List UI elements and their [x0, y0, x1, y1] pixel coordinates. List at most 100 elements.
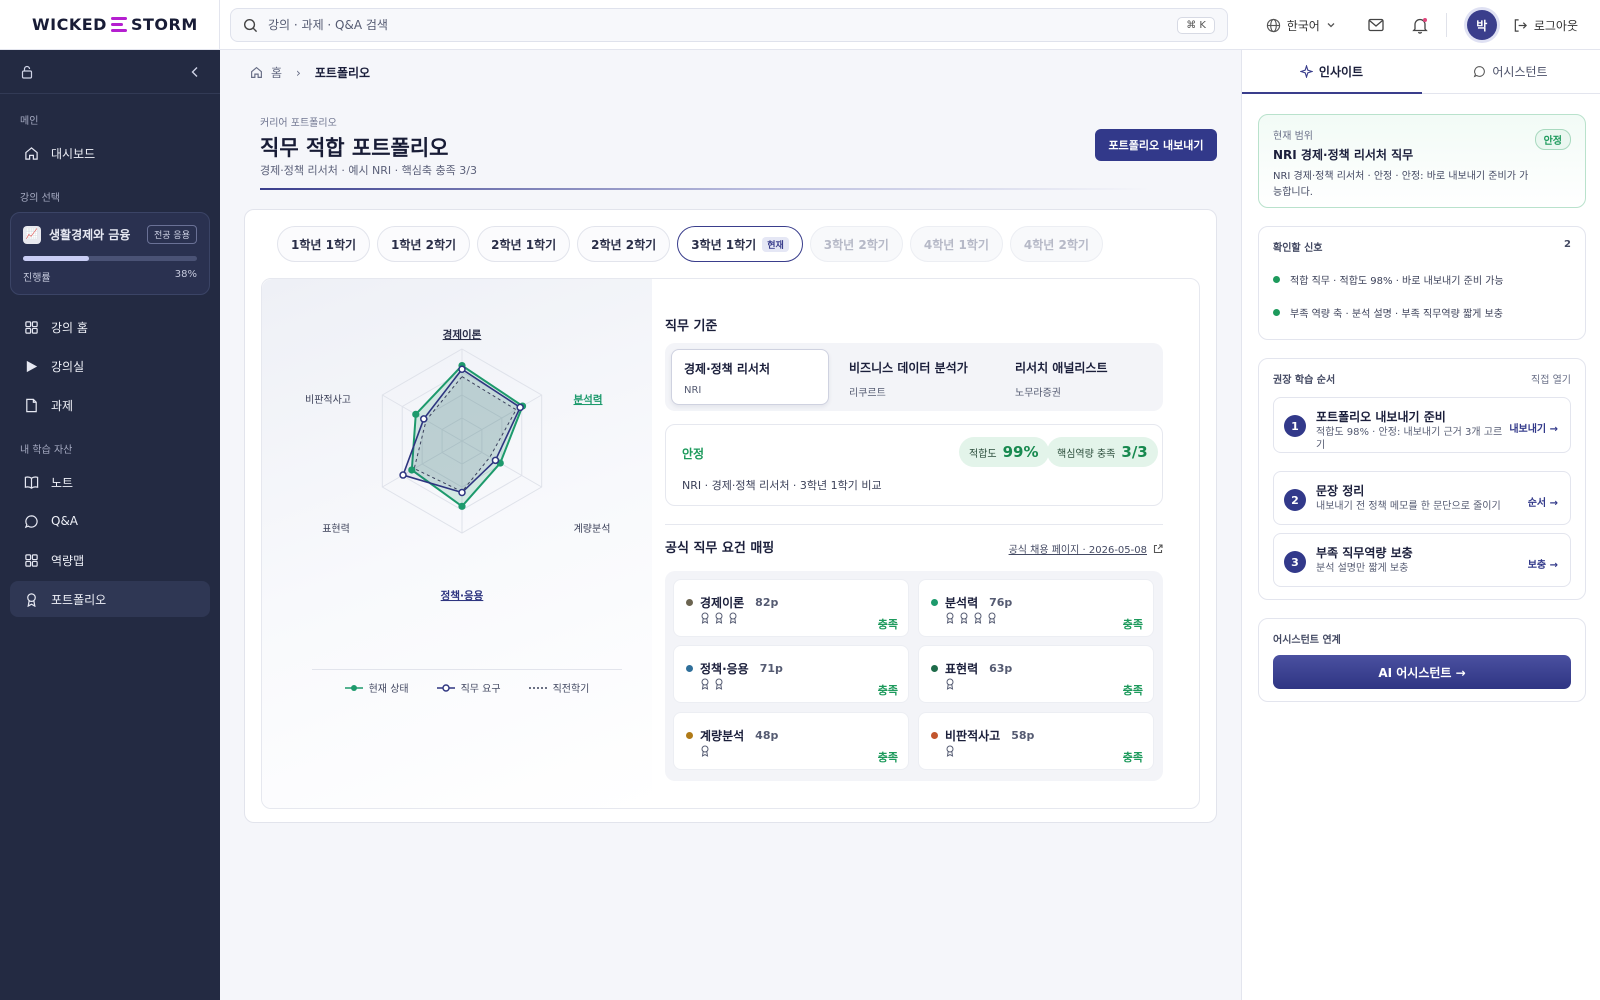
mail-button[interactable]	[1358, 7, 1394, 43]
radar-legend: 현재 상태 직무 요구 직전학기	[312, 669, 622, 695]
chat-icon	[1474, 66, 1486, 78]
signal-item: 부족 역량 축 · 분석 설명 · 부족 직무역량 짧게 보충	[1273, 305, 1571, 320]
logout-icon	[1514, 18, 1527, 32]
requirement-card[interactable]: 표현력 63p 충족	[918, 645, 1154, 703]
tab-semester[interactable]: 2학년 2학기	[577, 226, 671, 262]
requirement-medals	[945, 612, 997, 624]
requirement-medals	[700, 612, 738, 624]
sidebar-item-assignments[interactable]: 과제	[10, 387, 210, 423]
requirement-name: 계량분석	[700, 729, 745, 743]
breadcrumb-home[interactable]: 홈	[271, 66, 283, 80]
official-source-link[interactable]: 공식 채용 페이지 · 2026-05-08	[1009, 541, 1163, 556]
signal-item: 적합 직무 · 적합도 98% · 바로 내보내기 준비 가능	[1273, 272, 1571, 287]
requirement-dot-icon	[931, 599, 938, 606]
job-tab-research-analyst[interactable]: 리서치 애널리스트 노무라증권	[1003, 349, 1161, 405]
sidebar-item-classroom[interactable]: 강의실	[10, 348, 210, 384]
legend-current-swatch	[344, 684, 363, 691]
step-title: 포트폴리오 내보내기 준비	[1316, 410, 1446, 424]
tab-semester-label: 3학년 2학기	[823, 237, 889, 252]
sidebar-item-portfolio[interactable]: 포트폴리오	[10, 581, 210, 617]
medal-icon	[715, 612, 723, 624]
requirement-status: 충족	[877, 751, 898, 764]
sidebar-item-qna[interactable]: Q&A	[10, 503, 210, 539]
tab-semester[interactable]: 2학년 1학기	[477, 226, 571, 262]
collapse-sidebar-icon[interactable]	[190, 66, 200, 78]
main-content: 홈 › 포트폴리오 커리어 포트폴리오 직무 적합 포트폴리오 경제·정책 리서…	[220, 50, 1241, 1000]
sidebar-item-competency-map[interactable]: 역량맵	[10, 542, 210, 578]
lock-icon[interactable]	[20, 65, 34, 79]
requirement-card[interactable]: 경제이론 82p 충족	[673, 579, 909, 637]
page-eyebrow: 커리어 포트폴리오	[260, 118, 337, 129]
tab-semester[interactable]: 1학년 2학기	[377, 226, 471, 262]
fit-analysis-card: 경제이론 분석력 계량분석 정책·응용 표현력 비판적사고 현재 상태 직무 요구 직전학…	[261, 278, 1200, 809]
step-item[interactable]: 2 문장 정리 내보내기 전 정책 메모를 한 문단으로 줄이기 순서 →	[1273, 471, 1571, 525]
tab-semester[interactable]: 3학년 1학기 현재	[677, 226, 803, 262]
tab-semester-label: 1학년 2학기	[391, 237, 457, 252]
sidebar-item-label: Q&A	[51, 514, 79, 528]
requirement-card[interactable]: 분석력 76p 충족	[918, 579, 1154, 637]
step-action-link[interactable]: 보충 →	[1527, 560, 1558, 571]
step-item[interactable]: 3 부족 직무역량 보충 분석 설명만 짧게 보충 보충 →	[1273, 533, 1571, 587]
fit-status-card: 안정 적합도 99% 핵심역량 충족 3/3 NRI · 경제·정책 리서처 ·…	[665, 424, 1163, 506]
fit-score-pill: 적합도 99%	[959, 437, 1049, 467]
logo-left: WICKED	[32, 15, 107, 34]
sidebar-item-notes[interactable]: 노트	[10, 464, 210, 500]
steps-open-link[interactable]: 직접 열기	[1531, 375, 1571, 386]
course-progress-fill	[23, 256, 90, 261]
step-number: 1	[1284, 415, 1306, 437]
job-tab-policy-researcher[interactable]: 경제·정책 리서처 NRI	[671, 349, 829, 405]
course-progress-bar	[23, 256, 197, 261]
fit-score-label: 적합도	[969, 448, 997, 460]
tab-semester[interactable]: 1학년 1학기	[277, 226, 371, 262]
logout-button[interactable]: 로그아웃	[1513, 17, 1578, 34]
requirement-dot-icon	[686, 732, 693, 739]
requirement-medals	[700, 678, 724, 690]
sidebar-item-dashboard[interactable]: 대시보드	[10, 135, 210, 171]
language-selector[interactable]: 한국어	[1266, 17, 1336, 34]
requirement-card[interactable]: 정책·응용 71p 충족	[673, 645, 909, 703]
tab-semester-label: 2학년 2학기	[591, 237, 657, 252]
requirement-card[interactable]: 비판적사고 58p 충족	[918, 712, 1154, 770]
step-action-link[interactable]: 순서 →	[1527, 498, 1558, 509]
requirement-dot-icon	[931, 732, 938, 739]
legend-previous-swatch	[528, 686, 547, 689]
requirement-name: 정책·응용	[700, 662, 749, 676]
medal-icon	[988, 612, 996, 624]
ai-assistant-button[interactable]: AI 어시스턴트 →	[1273, 655, 1571, 689]
radar-point-required	[399, 471, 407, 479]
core-competency-label: 핵심역량 충족	[1057, 448, 1116, 460]
requirement-card[interactable]: 계량분석 48p 충족	[673, 712, 909, 770]
tab-assistant[interactable]: 어시스턴트	[1421, 50, 1600, 93]
assistant-card: 어시스턴트 연계 AI 어시스턴트 →	[1258, 618, 1586, 702]
radar-axis-label: 비판적사고	[305, 394, 351, 406]
search-bar[interactable]: ⌘ K	[230, 8, 1228, 42]
signals-count: 2	[1564, 239, 1571, 250]
aside-tabs: 인사이트 어시스턴트	[1242, 50, 1600, 94]
tab-insight[interactable]: 인사이트	[1242, 50, 1422, 94]
job-tab-data-analyst[interactable]: 비즈니스 데이터 분석가 리쿠르트	[837, 349, 995, 405]
current-badge: 현재	[762, 236, 789, 252]
sidebar-item-course-home[interactable]: 강의 홈	[10, 309, 210, 345]
avatar[interactable]: 박	[1466, 10, 1497, 40]
step-description: 분석 설명만 짧게 보충	[1316, 563, 1409, 574]
legend-previous-label: 직전학기	[552, 684, 590, 695]
radar-axis-label: 계량분석	[574, 523, 611, 535]
scope-label: 현재 범위	[1273, 131, 1313, 142]
course-selector-card[interactable]: 📈 생활경제와 금융 전공 응용 진행률 38%	[10, 212, 210, 295]
requirement-dot-icon	[931, 665, 938, 672]
logo[interactable]: WICKED STORM	[0, 0, 220, 50]
requirement-points: 48p	[755, 729, 779, 742]
bell-icon	[1412, 17, 1428, 34]
requirement-status: 충족	[1122, 684, 1143, 697]
search-input[interactable]	[268, 18, 1178, 32]
export-portfolio-button[interactable]: 포트폴리오 내보내기	[1095, 129, 1217, 161]
requirement-medals	[945, 745, 955, 757]
insight-panel: 인사이트 어시스턴트 현재 범위 NRI 경제·정책 리서처 직무 NRI 경제…	[1241, 50, 1600, 1000]
step-item[interactable]: 1 포트폴리오 내보내기 준비 적합도 98% · 안정: 내보내기 근거 3개…	[1273, 397, 1571, 453]
award-icon	[27, 592, 36, 607]
job-company: 리쿠르트	[849, 388, 886, 399]
step-action-link[interactable]: 내보내기 →	[1509, 424, 1558, 435]
notification-button[interactable]	[1402, 7, 1438, 43]
step-number: 3	[1284, 551, 1306, 573]
